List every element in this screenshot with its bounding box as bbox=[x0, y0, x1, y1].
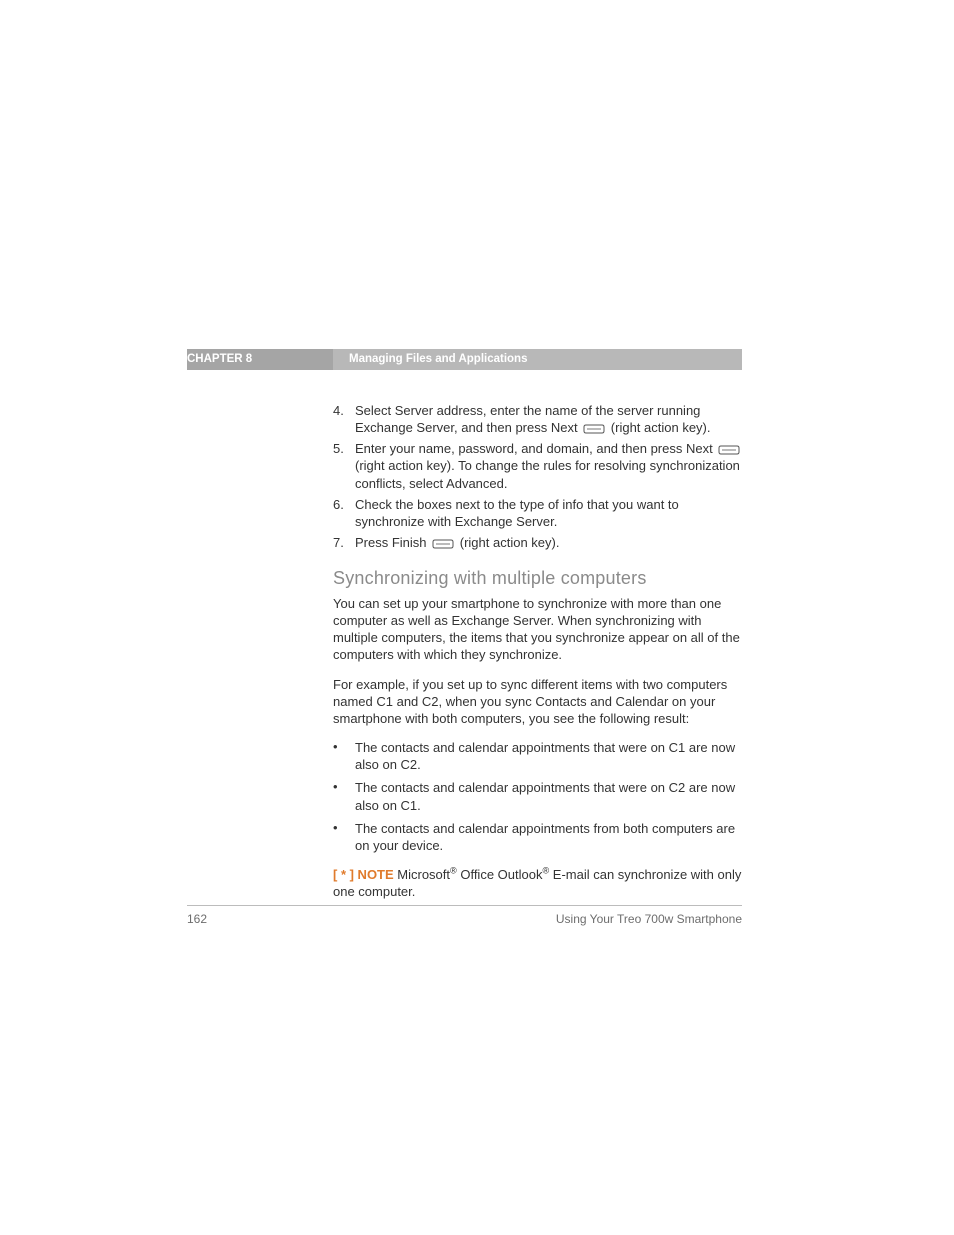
step-number: 6. bbox=[333, 496, 355, 530]
step-text: Check the boxes next to the type of info… bbox=[355, 496, 743, 530]
bullet-marker: • bbox=[333, 820, 355, 854]
step-item: 4.Select Server address, enter the name … bbox=[333, 402, 743, 436]
footer-title: Using Your Treo 700w Smartphone bbox=[556, 912, 742, 926]
numbered-steps: 4.Select Server address, enter the name … bbox=[333, 402, 743, 551]
bullet-marker: • bbox=[333, 739, 355, 773]
page-footer: 162 Using Your Treo 700w Smartphone bbox=[187, 905, 742, 926]
section-heading: Synchronizing with multiple computers bbox=[333, 567, 743, 591]
bullet-text: The contacts and calendar appointments t… bbox=[355, 739, 743, 773]
step-item: 7.Press Finish (right action key). bbox=[333, 534, 743, 551]
bullet-item: •The contacts and calendar appointments … bbox=[333, 820, 743, 854]
right-action-key-icon bbox=[432, 539, 454, 549]
page-content: CHAPTER 8 Managing Files and Application… bbox=[187, 349, 742, 912]
step-item: 5.Enter your name, password, and domain,… bbox=[333, 440, 743, 491]
right-action-key-icon bbox=[583, 424, 605, 434]
step-number: 7. bbox=[333, 534, 355, 551]
paragraph: For example, if you set up to sync diffe… bbox=[333, 676, 743, 727]
right-action-key-icon bbox=[718, 445, 740, 455]
step-text: Enter your name, password, and domain, a… bbox=[355, 440, 743, 491]
bullet-item: •The contacts and calendar appointments … bbox=[333, 739, 743, 773]
note-text-pre: Microsoft bbox=[394, 867, 450, 882]
bullet-list: •The contacts and calendar appointments … bbox=[333, 739, 743, 854]
chapter-header-bar: CHAPTER 8 Managing Files and Application… bbox=[187, 349, 742, 370]
chapter-number: CHAPTER 8 bbox=[187, 353, 252, 365]
step-text: Select Server address, enter the name of… bbox=[355, 402, 743, 436]
step-item: 6.Check the boxes next to the type of in… bbox=[333, 496, 743, 530]
step-number: 4. bbox=[333, 402, 355, 436]
step-number: 5. bbox=[333, 440, 355, 491]
paragraph: You can set up your smartphone to synchr… bbox=[333, 595, 743, 664]
chapter-number-cell: CHAPTER 8 bbox=[187, 349, 333, 370]
chapter-title: Managing Files and Applications bbox=[349, 353, 527, 365]
bullet-text: The contacts and calendar appointments t… bbox=[355, 779, 743, 813]
note-paragraph: [ * ] NOTE Microsoft® Office Outlook® E-… bbox=[333, 866, 743, 900]
chapter-title-cell: Managing Files and Applications bbox=[333, 349, 742, 370]
note-label: [ * ] NOTE bbox=[333, 867, 394, 882]
bullet-item: •The contacts and calendar appointments … bbox=[333, 779, 743, 813]
note-text-mid: Office Outlook bbox=[457, 867, 543, 882]
bullet-text: The contacts and calendar appointments f… bbox=[355, 820, 743, 854]
step-text: Press Finish (right action key). bbox=[355, 534, 743, 551]
body-area: 4.Select Server address, enter the name … bbox=[333, 370, 743, 900]
page-number: 162 bbox=[187, 912, 207, 926]
registered-mark: ® bbox=[450, 866, 457, 876]
bullet-marker: • bbox=[333, 779, 355, 813]
